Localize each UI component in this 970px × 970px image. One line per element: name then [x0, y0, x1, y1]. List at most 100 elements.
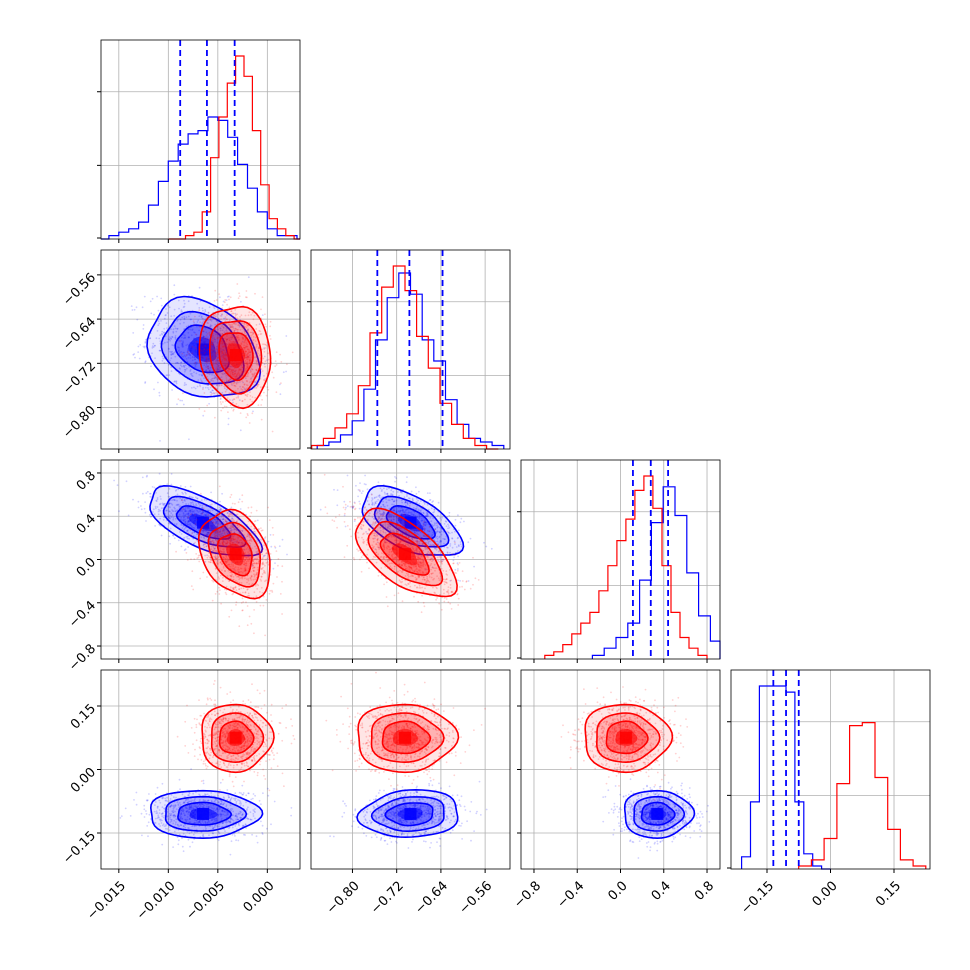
scatter-point [242, 328, 245, 330]
scatter-point [260, 368, 263, 370]
scatter-point [200, 379, 203, 382]
scatter-point [127, 514, 130, 517]
scatter-point [219, 397, 222, 400]
scatter-point [150, 365, 152, 368]
scatter-point [202, 330, 205, 333]
scatter-point [235, 328, 238, 331]
scatter-point [245, 356, 247, 359]
scatter-point [224, 317, 227, 320]
scatter-point [180, 336, 183, 339]
scatter-point [180, 545, 183, 548]
scatter-point [206, 365, 209, 368]
scatter-point [218, 336, 221, 338]
scatter-point [215, 376, 218, 379]
scatter-point [222, 349, 225, 352]
scatter-point [201, 307, 204, 310]
scatter-point [251, 368, 254, 371]
scatter-point [199, 378, 202, 380]
scatter-point [237, 395, 240, 397]
scatter-point [151, 345, 154, 347]
scatter-point [199, 492, 202, 495]
scatter-point [198, 315, 201, 318]
scatter-point [231, 393, 234, 396]
scatter-point [247, 365, 250, 368]
scatter-point [250, 622, 253, 625]
scatter-point [225, 352, 227, 355]
scatter-point [248, 351, 251, 354]
scatter-point [272, 534, 275, 536]
scatter-point [209, 386, 212, 389]
scatter-point [247, 276, 250, 279]
scatter-point [232, 341, 235, 343]
scatter-point [244, 350, 247, 353]
scatter-point [244, 352, 247, 355]
scatter-point [232, 371, 234, 373]
scatter-point [190, 374, 193, 377]
scatter-point [259, 371, 262, 373]
scatter-point [223, 362, 226, 365]
scatter-point [211, 335, 214, 337]
scatter-point [237, 324, 240, 326]
scatter-point [211, 392, 214, 395]
scatter-point [254, 380, 256, 383]
scatter-point [143, 295, 146, 298]
scatter-point [221, 304, 224, 306]
scatter-point [204, 504, 206, 506]
scatter-point [303, 534, 305, 536]
scatter-point [241, 366, 244, 368]
scatter-point [235, 374, 238, 377]
scatter-point [214, 340, 216, 343]
scatter-point [248, 360, 251, 363]
scatter-point [216, 349, 219, 352]
scatter-point [233, 323, 236, 325]
scatter-point [176, 320, 179, 322]
scatter-point [431, 501, 434, 503]
scatter-point [255, 369, 258, 372]
scatter-point [230, 336, 233, 339]
scatter-point [456, 593, 459, 596]
scatter-point [448, 515, 451, 517]
scatter-point [212, 377, 215, 380]
scatter-point [349, 506, 352, 508]
scatter-point [249, 378, 252, 381]
scatter-point [223, 355, 226, 357]
scatter-point [446, 552, 449, 554]
scatter-point [184, 364, 187, 367]
scatter-point [234, 341, 237, 343]
scatter-layer [319, 473, 493, 614]
scatter-point [180, 311, 183, 313]
scatter-point [245, 384, 248, 386]
scatter-point [229, 326, 232, 328]
scatter-point [249, 395, 252, 397]
scatter-point [187, 336, 190, 339]
scatter-point [220, 313, 223, 316]
scatter-point [231, 373, 234, 376]
scatter-point [336, 504, 339, 507]
scatter-point [243, 322, 245, 325]
scatter-point [269, 534, 272, 536]
scatter-point [237, 337, 240, 339]
scatter-point [233, 370, 236, 373]
scatter-point [202, 335, 205, 338]
scatter-point [194, 346, 197, 349]
panel-2-0 [97, 460, 305, 663]
scatter-point [242, 336, 245, 339]
scatter-point [253, 356, 256, 359]
scatter-point [233, 336, 236, 339]
scatter-point [231, 593, 234, 596]
scatter-point [215, 346, 218, 348]
scatter-point [187, 516, 190, 519]
scatter-point [281, 538, 284, 541]
scatter-point [149, 495, 152, 498]
scatter-point [203, 348, 206, 351]
scatter-point [179, 340, 181, 343]
scatter-point [158, 391, 161, 394]
scatter-point [271, 526, 274, 529]
scatter-point [238, 498, 241, 501]
scatter-point [217, 313, 220, 316]
scatter-point [229, 378, 232, 381]
scatter-point [238, 368, 241, 371]
scatter-point [343, 500, 346, 503]
scatter-point [158, 349, 161, 352]
scatter-point [244, 388, 246, 391]
